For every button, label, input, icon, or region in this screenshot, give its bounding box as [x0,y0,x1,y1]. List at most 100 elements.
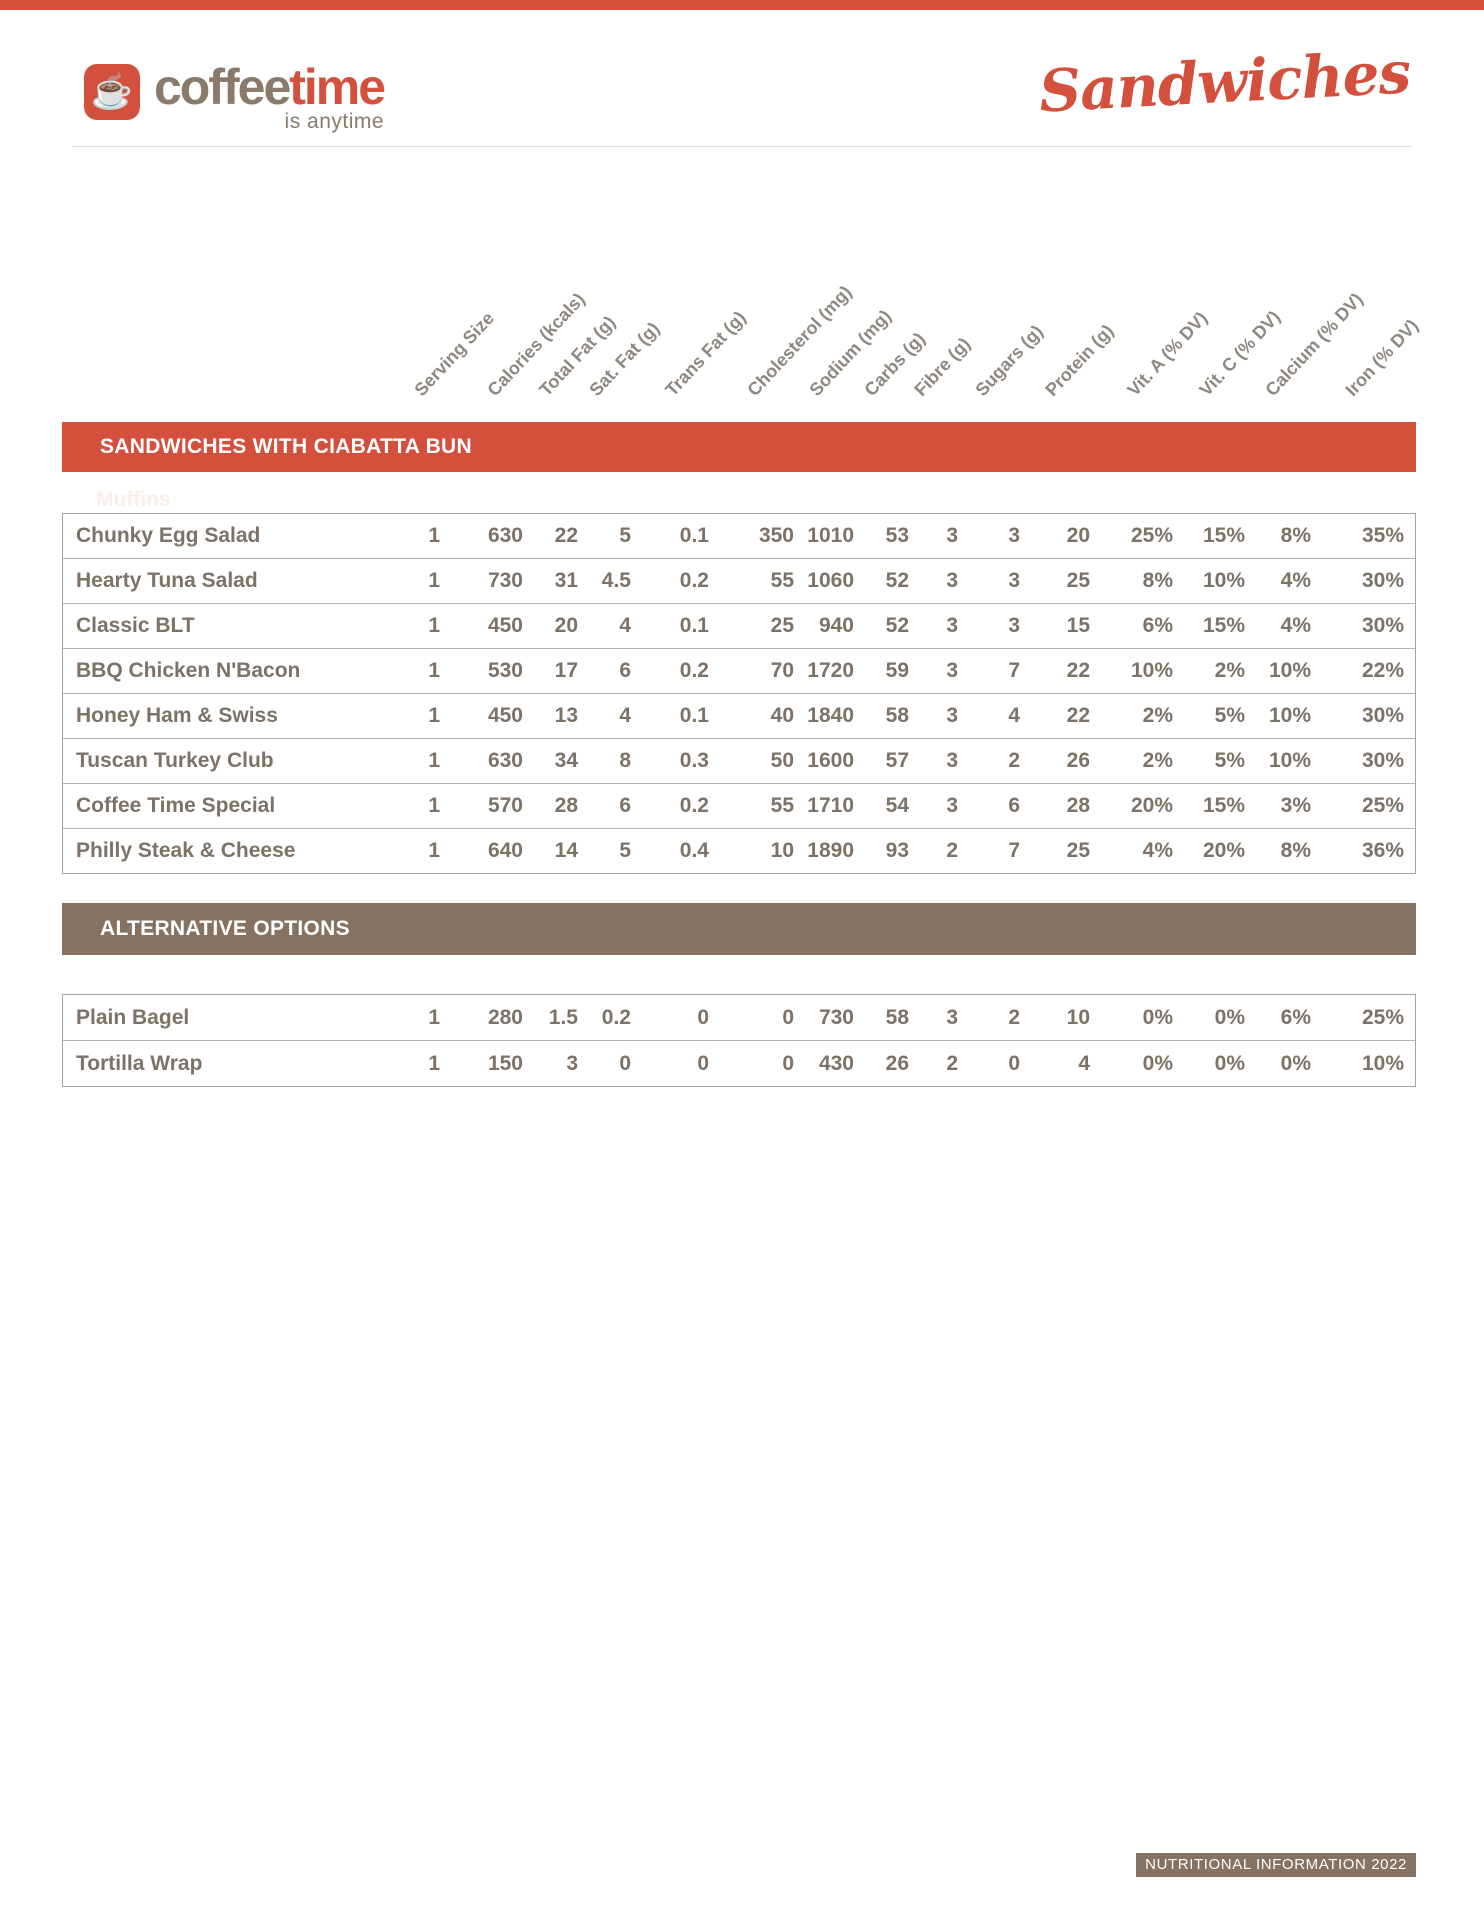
value-cell: 1 [428,1051,440,1075]
value-cell: 1710 [807,794,854,817]
column-header: Iron (% DV) [1341,315,1423,400]
value-cell: 630 [487,749,523,772]
value-cell: 3 [946,749,958,772]
value-cell: 0% [1142,1005,1173,1029]
value-cell: 5% [1214,749,1245,772]
value-cell: 0.2 [679,794,709,817]
value-cell: 8% [1142,569,1173,592]
value-cell: 4.5 [601,569,631,592]
value-cell: 3% [1280,794,1311,817]
item-name: BBQ Chicken N'Bacon [76,659,301,682]
value-cell: 10% [1268,704,1311,727]
value-cell: 6 [619,659,631,682]
section-banner-alternatives: ALTERNATIVE OPTIONS [62,903,1416,955]
value-cell: 58 [885,1005,909,1029]
ghost-muffins-label: Muffins [96,488,171,511]
value-cell: 15% [1202,614,1245,637]
value-cell: 4 [1078,1051,1090,1075]
value-cell: 0.1 [679,614,709,637]
value-cell: 28 [1066,794,1090,817]
value-cell: 35% [1361,524,1404,547]
value-cell: 30% [1361,614,1404,637]
item-name: Philly Steak & Cheese [76,839,296,862]
value-cell: 630 [487,524,523,547]
value-cell: 1010 [807,524,854,547]
table-row: Hearty Tuna Salad 1 730 31 4.5 0.2 55 1060 52 3 3 2… [63,558,1415,603]
value-cell: 0.2 [601,1005,631,1029]
value-cell: 20 [554,614,578,637]
value-cell: 3 [946,704,958,727]
value-cell: 30% [1361,749,1404,772]
value-cell: 52 [885,614,909,637]
value-cell: 0.2 [679,569,709,592]
brand-word-coffee: coffee [154,59,291,115]
value-cell: 7 [1008,839,1020,862]
value-cell: 30% [1361,704,1404,727]
value-cell: 0.2 [679,659,709,682]
value-cell: 28 [554,794,578,817]
value-cell: 10% [1202,569,1245,592]
value-cell: 7 [1008,659,1020,682]
value-cell: 4 [619,614,631,637]
value-cell: 3 [946,1005,958,1029]
value-cell: 2% [1142,749,1173,772]
value-cell: 3 [946,524,958,547]
value-cell: 3 [946,614,958,637]
value-cell: 1 [428,569,440,592]
coffee-time-logo: ☕ coffeetime is anytime [84,58,386,134]
value-cell: 8% [1280,524,1311,547]
value-cell: 34 [554,749,578,772]
item-name: Tuscan Turkey Club [76,749,274,772]
value-cell: 0% [1214,1051,1245,1075]
table-row: Classic BLT 1 450 20 4 0.1 25 940 52 3 3 15 6% 15% 4% 3… [63,603,1415,648]
page-title: Sandwiches [1037,38,1412,126]
value-cell: 6% [1280,1005,1311,1029]
item-name: Honey Ham & Swiss [76,704,278,727]
column-header: Cholesterol (mg) [743,281,856,400]
item-name: Chunky Egg Salad [76,524,261,547]
value-cell: 22 [1066,704,1090,727]
item-name: Tortilla Wrap [76,1051,203,1075]
column-header: Trans Fat (g) [661,307,750,400]
brand-tagline: is anytime [284,110,385,133]
value-cell: 20% [1130,794,1173,817]
header-divider [72,146,1412,147]
value-cell: 0.1 [679,704,709,727]
value-cell: 25 [770,614,794,637]
value-cell: 0 [782,1005,794,1029]
value-cell: 1 [428,839,440,862]
value-cell: 4% [1280,614,1311,637]
value-cell: 6 [1008,794,1020,817]
value-cell: 57 [885,749,909,772]
value-cell: 0.1 [679,524,709,547]
value-cell: 1 [428,794,440,817]
section-title: SANDWICHES WITH CIABATTA BUN [100,435,472,458]
value-cell: 58 [885,704,909,727]
value-cell: 570 [487,794,523,817]
value-cell: 530 [487,659,523,682]
value-cell: 280 [487,1005,523,1029]
value-cell: 450 [487,704,523,727]
value-cell: 2% [1214,659,1245,682]
value-cell: 4 [619,704,631,727]
value-cell: 0 [619,1051,631,1075]
value-cell: 15% [1202,794,1245,817]
value-cell: 26 [885,1051,909,1075]
value-cell: 0 [697,1005,709,1029]
value-cell: 0 [1008,1051,1020,1075]
value-cell: 10% [1361,1051,1404,1075]
value-cell: 3 [1008,524,1020,547]
value-cell: 4% [1142,839,1173,862]
item-name: Hearty Tuna Salad [76,569,258,592]
value-cell: 50 [770,749,794,772]
table-row: Coffee Time Special 1 570 28 6 0.2 55 1710 54 3 6 2… [63,783,1415,828]
value-cell: 3 [566,1051,578,1075]
value-cell: 1 [428,1005,440,1029]
value-cell: 2 [1008,749,1020,772]
coffee-cup-icon: ☕ [84,64,140,120]
value-cell: 0 [697,1051,709,1075]
value-cell: 1600 [807,749,854,772]
value-cell: 17 [554,659,578,682]
brand-word-time: time [289,59,386,115]
alternative-options-table: Plain Bagel 1 280 1.5 0.2 0 0 730 58 3 2 10 0% 0% 6% 25… [62,994,1416,1087]
